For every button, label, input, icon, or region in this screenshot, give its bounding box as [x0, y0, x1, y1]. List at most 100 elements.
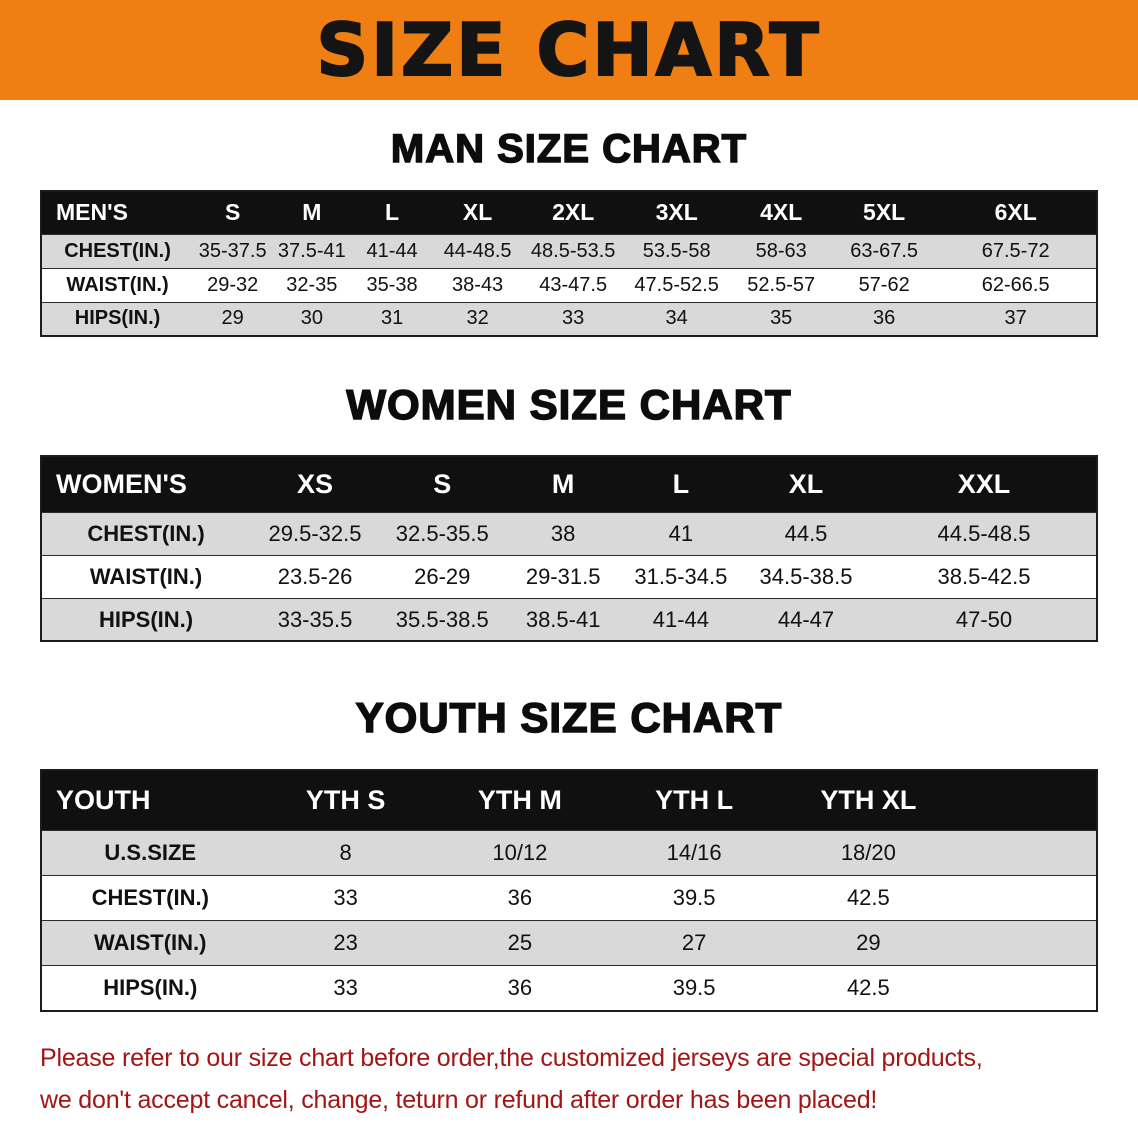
table-row: WAIST(IN.) 23.5-26 26-29 29-31.5 31.5-34.5 34…	[41, 554, 1097, 599]
table-row: CHEST(IN.) 35-37.5 37.5-41 41-44 44-48.5 48.5…	[41, 233, 1097, 268]
size-header-cell: YTH S	[305, 784, 386, 815]
size-header-cell: YTH M	[477, 784, 562, 815]
value-cell: 35-38	[351, 267, 433, 302]
men-header-row: MEN'S S M L XL 2XL 3XL 4XL 5XL 6XL	[41, 191, 1097, 234]
size-header-cell: M	[551, 469, 575, 500]
filler-cell	[955, 770, 1097, 831]
men-section-heading: MAN SIZE CHART	[390, 126, 748, 172]
women-size-table: WOMEN'S XS S M L XL XXL CHEST(IN.) 29.5-32.5 32.…	[40, 455, 1098, 643]
size-header-cell: M	[302, 199, 322, 226]
value-cell: 35.5-38.5	[379, 597, 505, 642]
value-cell: 36	[432, 875, 607, 921]
value-cell: 44.5	[740, 511, 873, 556]
value-cell: 29.5-32.5	[250, 511, 380, 556]
row-label: HIPS(IN.)	[41, 597, 251, 642]
value-cell: 32-35	[272, 267, 352, 302]
value-cell: 38	[504, 511, 622, 556]
women-section: WOMEN SIZE CHART WOMEN'S XS S M L XL XXL CHEST…	[0, 380, 1138, 643]
disclaimer: Please refer to our size chart before or…	[40, 1040, 1098, 1118]
table-corner-label: WOMEN'S	[56, 469, 187, 500]
value-cell: 26-29	[379, 554, 505, 599]
disclaimer-line-1: Please refer to our size chart before or…	[40, 1043, 983, 1072]
filler-cell	[955, 965, 1097, 1011]
value-cell: 44-48.5	[432, 233, 523, 268]
row-label: CHEST(IN.)	[41, 875, 259, 921]
size-header-cell: YTH L	[655, 784, 734, 815]
value-cell: 58-63	[729, 233, 833, 268]
youth-section-heading: YOUTH SIZE CHART	[355, 694, 783, 743]
row-label: U.S.SIZE	[41, 830, 259, 876]
size-header-cell: XL	[788, 469, 824, 500]
size-header-cell: XXL	[957, 469, 1011, 500]
men-table-body: CHEST(IN.) 35-37.5 37.5-41 41-44 44-48.5 48.5…	[41, 233, 1097, 336]
value-cell: 23.5-26	[250, 554, 380, 599]
value-cell: 25	[432, 920, 607, 966]
value-cell: 37.5-41	[272, 233, 352, 268]
value-cell: 33	[258, 875, 433, 921]
size-header-cell: S	[224, 199, 241, 226]
table-row: WAIST(IN.) 29-32 32-35 35-38 38-43 43-47.5 47.…	[41, 267, 1097, 302]
value-cell: 38.5-41	[504, 597, 622, 642]
value-cell: 14/16	[607, 830, 782, 876]
row-label: CHEST(IN.)	[41, 233, 194, 268]
disclaimer-line-2: we don't accept cancel, change, teturn o…	[40, 1085, 878, 1114]
filler-cell	[955, 920, 1097, 966]
value-cell: 41-44	[351, 233, 433, 268]
row-label: HIPS(IN.)	[41, 301, 194, 336]
row-label: CHEST(IN.)	[41, 511, 251, 556]
table-row: HIPS(IN.) 33-35.5 35.5-38.5 38.5-41 41-44 44-…	[41, 597, 1097, 642]
youth-section: YOUTH SIZE CHART YOUTH YTH S YTH M YTH L YTH…	[0, 694, 1138, 1012]
table-corner-label: YOUTH	[56, 784, 151, 815]
youth-size-table: YOUTH YTH S YTH M YTH L YTH XL U.S.SIZE 8 10/1…	[40, 768, 1098, 1012]
value-cell: 33-35.5	[250, 597, 380, 642]
value-cell: 29	[781, 920, 956, 966]
value-cell: 63-67.5	[832, 233, 936, 268]
value-cell: 38.5-42.5	[872, 554, 1097, 599]
value-cell: 44-47	[740, 597, 873, 642]
women-table-body: CHEST(IN.) 29.5-32.5 32.5-35.5 38 41 44.5 44.5…	[41, 511, 1097, 642]
size-header-cell: L	[672, 469, 690, 500]
value-cell: 38-43	[432, 267, 523, 302]
value-cell: 23	[258, 920, 433, 966]
value-cell: 67.5-72	[935, 233, 1097, 268]
value-cell: 48.5-53.5	[522, 233, 624, 268]
value-cell: 44.5-48.5	[872, 511, 1097, 556]
women-header-row: WOMEN'S XS S M L XL XXL	[41, 456, 1097, 513]
value-cell: 31.5-34.5	[621, 554, 741, 599]
value-cell: 30	[272, 301, 352, 336]
value-cell: 41	[621, 511, 741, 556]
youth-table-body: U.S.SIZE 8 10/12 14/16 18/20 CHEST(IN.) 33 36 39…	[41, 830, 1097, 1011]
value-cell: 47-50	[872, 597, 1097, 642]
size-header-cell: 3XL	[655, 199, 698, 226]
value-cell: 18/20	[781, 830, 956, 876]
value-cell: 29-32	[193, 267, 273, 302]
value-cell: 33	[258, 965, 433, 1011]
value-cell: 37	[935, 301, 1097, 336]
table-corner-label: MEN'S	[56, 199, 128, 226]
value-cell: 8	[258, 830, 433, 876]
value-cell: 42.5	[781, 875, 956, 921]
filler-cell	[955, 830, 1097, 876]
value-cell: 32.5-35.5	[379, 511, 505, 556]
value-cell: 32	[432, 301, 523, 336]
value-cell: 52.5-57	[729, 267, 833, 302]
value-cell: 35	[729, 301, 833, 336]
row-label: WAIST(IN.)	[41, 267, 194, 302]
size-header-cell: L	[385, 199, 400, 226]
size-header-cell: 2XL	[552, 199, 595, 226]
value-cell: 57-62	[832, 267, 936, 302]
value-cell: 53.5-58	[623, 233, 730, 268]
value-cell: 27	[607, 920, 782, 966]
value-cell: 34.5-38.5	[740, 554, 873, 599]
value-cell: 31	[351, 301, 433, 336]
page-title: SIZE CHART	[315, 7, 822, 93]
table-row: U.S.SIZE 8 10/12 14/16 18/20	[41, 830, 1097, 876]
men-size-table: MEN'S S M L XL 2XL 3XL 4XL 5XL 6XL CHEST(IN.) 35-3…	[40, 190, 1098, 337]
value-cell: 34	[623, 301, 730, 336]
value-cell: 33	[522, 301, 624, 336]
value-cell: 29-31.5	[504, 554, 622, 599]
value-cell: 36	[432, 965, 607, 1011]
value-cell: 62-66.5	[935, 267, 1097, 302]
women-section-heading: WOMEN SIZE CHART	[346, 380, 792, 429]
